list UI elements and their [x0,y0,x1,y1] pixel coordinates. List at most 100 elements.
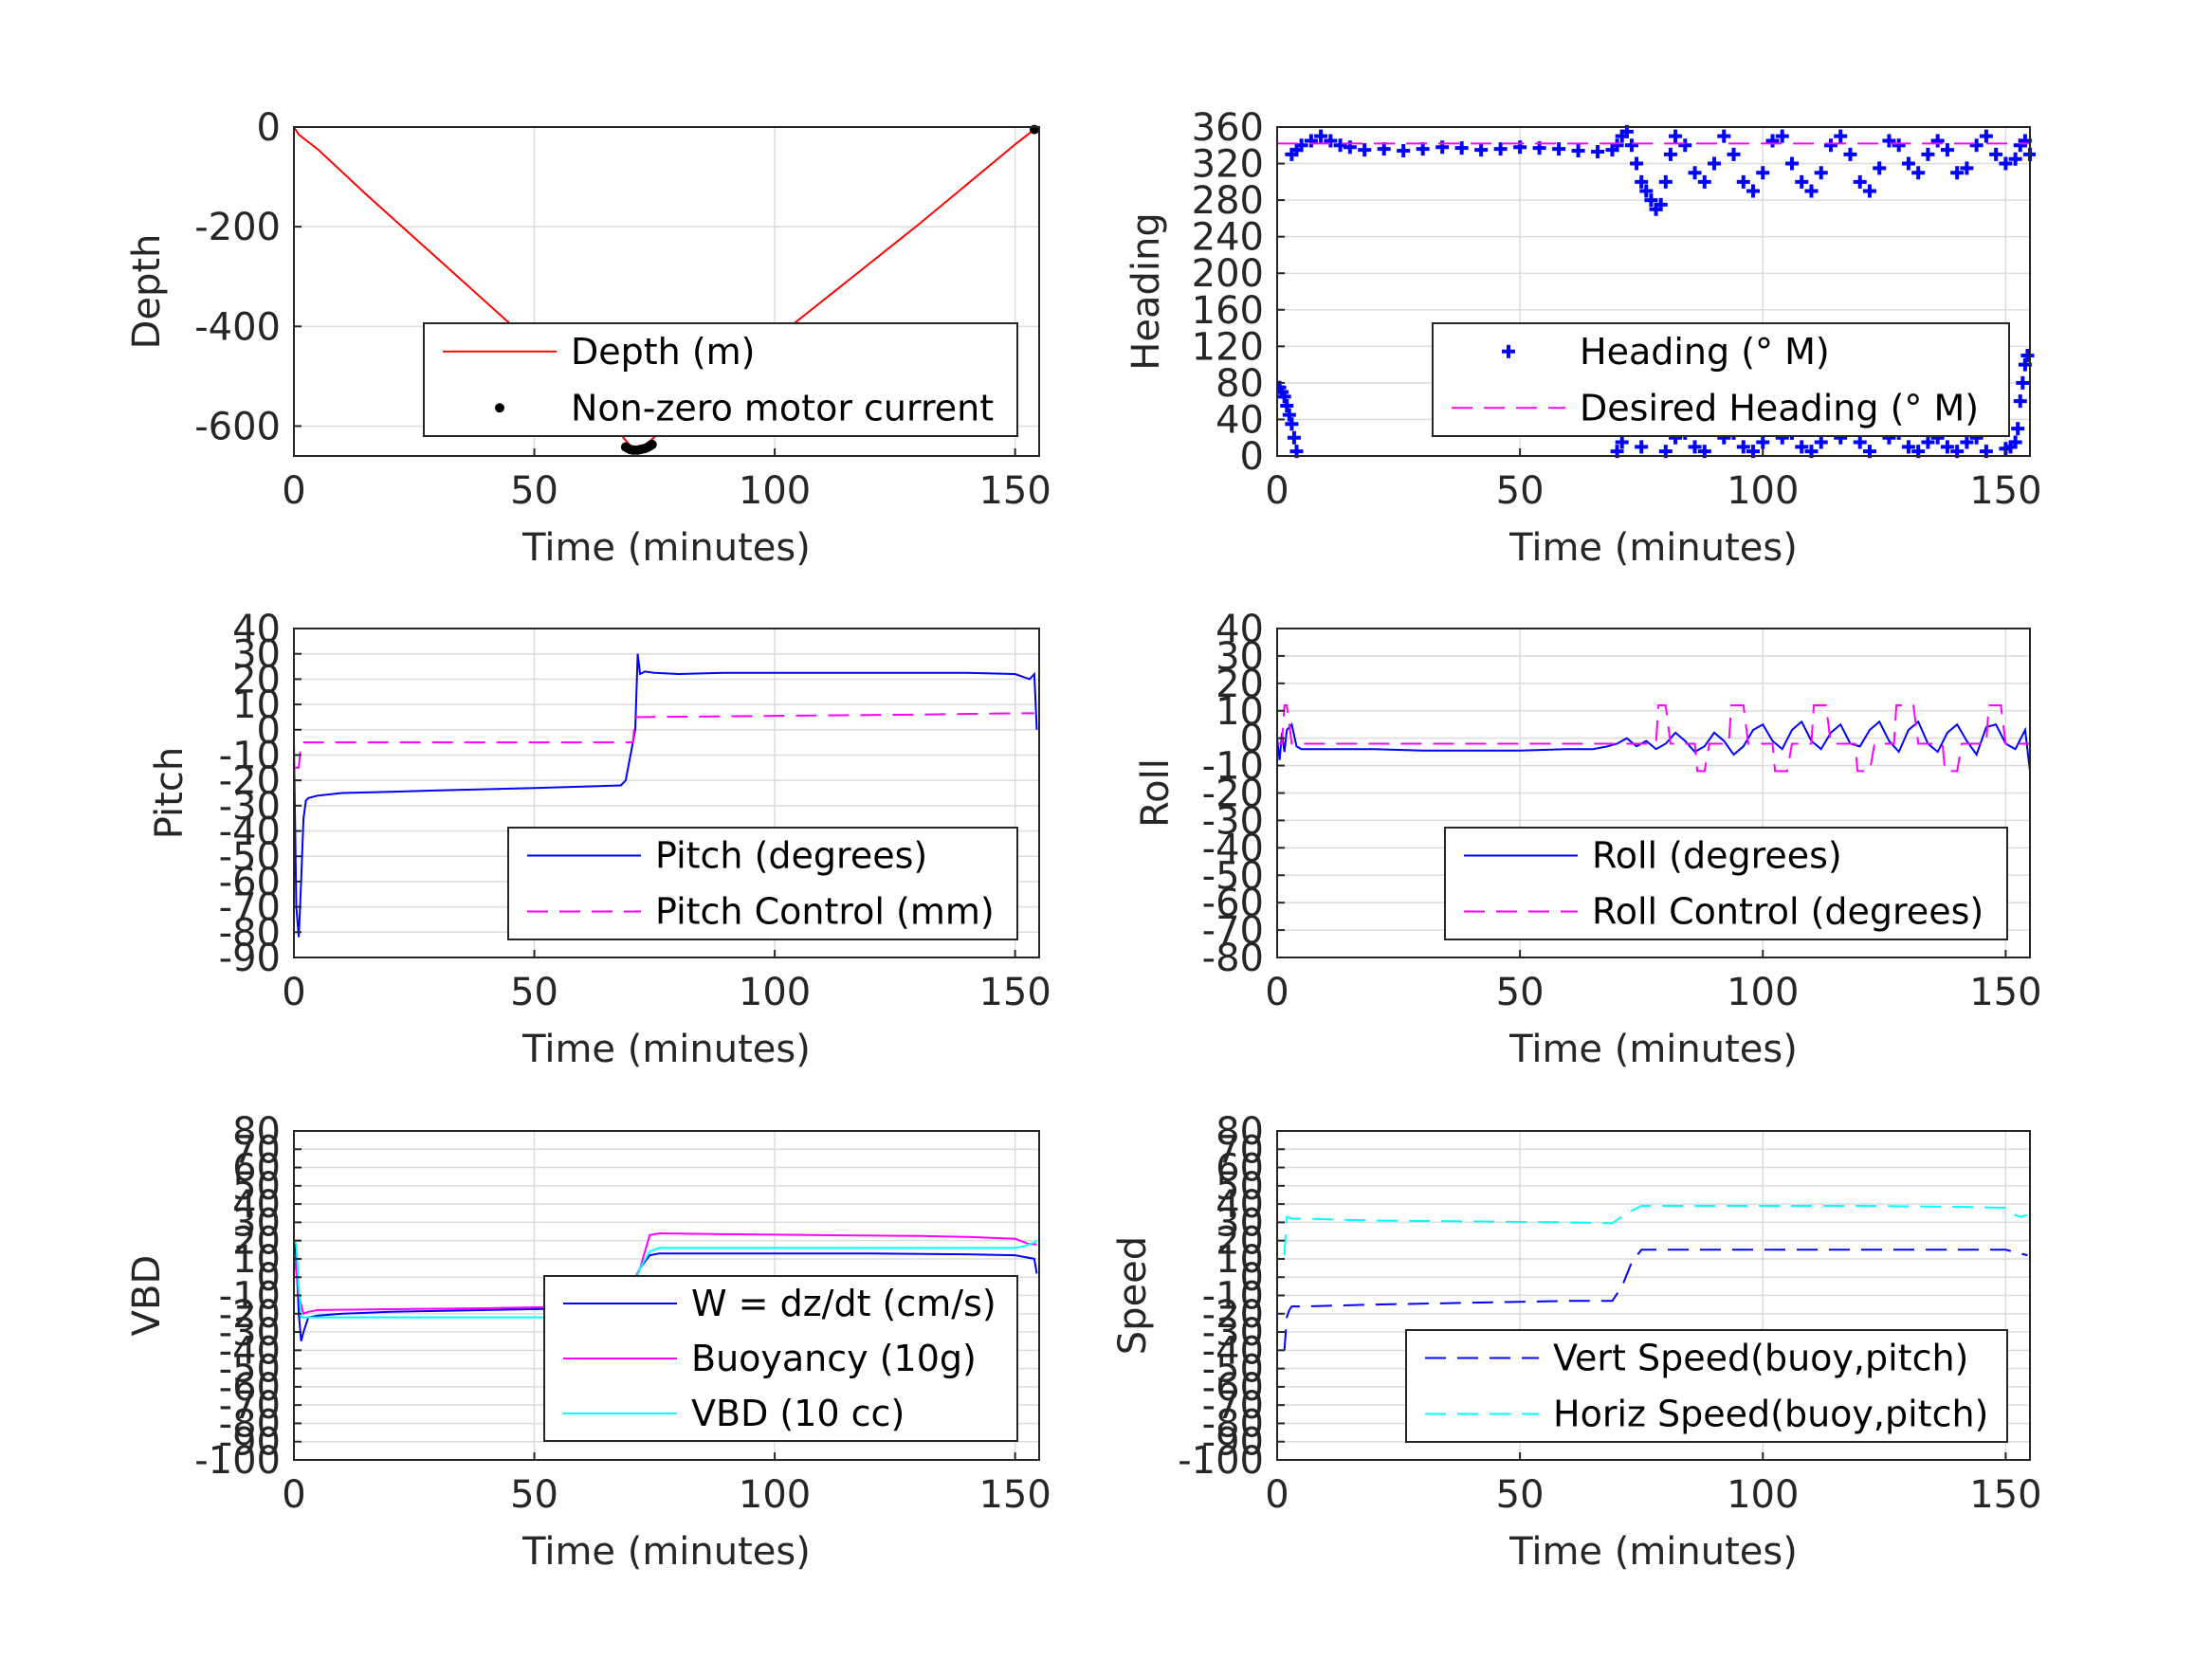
speed-ytick-label: 30 [1216,1201,1264,1245]
speed-ytick-label: 70 [1216,1128,1264,1172]
roll-ytick-label: 40 [1216,608,1264,651]
heading-point [1784,156,1799,171]
vbd-xtick-label: 100 [739,1473,811,1517]
speed-xtick-label: 150 [1969,1473,2041,1517]
speed-xlabel: Time (minutes) [1508,1530,1798,1574]
heading-point [1892,138,1906,153]
heading-point [1708,156,1722,171]
roll-xlabel: Time (minutes) [1508,1028,1798,1071]
heading-point [1901,156,1915,171]
vbd-ytick-label: 70 [232,1128,281,1172]
pitch-legend-label: Pitch (degrees) [655,835,927,877]
heading-point [2011,422,2025,436]
heading-point [1999,156,2013,171]
heading-ytick-label: 0 [1240,435,1264,479]
roll-ytick-label: -60 [1202,882,1264,925]
heading-point [1901,440,1915,454]
heading-point [1454,141,1469,155]
heading-point [1960,161,1974,175]
heading-point [1989,147,2003,161]
speed-legend-label: Vert Speed(buoy,pitch) [1553,1338,1968,1379]
heading-point [1940,440,1954,454]
pitch-xtick-label: 100 [739,971,811,1014]
depth-legend-marker [495,403,504,413]
heading-point [1795,440,1809,454]
heading-point [1756,166,1770,180]
heading-point [2020,348,2035,362]
heading-legend-marker [1502,344,1515,358]
pitch-ytick-label: -60 [219,861,281,904]
heading-axes-frame [1276,126,2031,457]
heading-point [1873,161,1887,175]
heading-legend: Heading (° M) Desired Heading (° M) [1432,322,2010,437]
vbd-ytick-label: 50 [232,1165,281,1209]
vbd-xtick-label: 0 [282,1473,305,1517]
pitch-ytick-label: -10 [219,734,281,777]
pitch-ytick-label: -40 [219,811,281,854]
depth-legend-label: Non-zero motor current [571,387,994,428]
roll-ytick-label: -20 [1202,773,1264,816]
pitch-ylabel: Pitch [148,747,192,839]
pitch-axes-frame [293,628,1040,958]
pitch-ytick-label: 30 [232,633,281,677]
pitch-ytick-label: -80 [219,911,281,955]
heading-point [1969,138,1983,153]
vbd-ytick-label: -70 [219,1384,281,1428]
vbd-ytick-label: 80 [232,1110,281,1154]
pitch-series-line-0 [294,653,1038,938]
panel-speed: 0 50 100 15080706050403020100-10-20-30-40-5… [1111,1110,2042,1574]
speed-ytick-label: -50 [1202,1348,1264,1392]
roll-ytick-label: 30 [1216,635,1264,679]
heading-ylabel: Heading [1124,212,1168,370]
heading-point [1314,129,1328,143]
heading-point [1960,435,1974,449]
heading-point [1358,143,1372,157]
heading-ytick-label: 40 [1216,398,1264,442]
roll-ytick-label: -50 [1202,854,1264,898]
vbd-ytick-label: 0 [257,1256,281,1300]
heading-point [1795,174,1809,189]
heading-point [1416,142,1430,156]
speed-ytick-label: -40 [1202,1329,1264,1373]
vbd-ytick-label: -40 [219,1329,281,1373]
heading-point [1285,417,1299,431]
vbd-ytick-label: 40 [232,1183,281,1227]
heading-point [1624,138,1638,153]
heading-point [1282,408,1296,422]
speed-series-line-1 [1283,1205,2028,1256]
vbd-legend-label: Buoyancy (10g) [691,1338,977,1379]
speed-xtick-label: 0 [1265,1473,1289,1517]
vbd-xtick-label: 150 [978,1473,1051,1517]
roll-ytick-label: -80 [1202,937,1264,980]
pitch-xtick-label: 150 [978,971,1051,1014]
speed-ytick-label: -30 [1202,1311,1264,1355]
heading-point [1775,129,1789,143]
pitch-series-group [294,653,1038,938]
heading-point [1688,166,1702,180]
heading-series-group [1277,124,2036,459]
speed-ylabel: Speed [1111,1236,1155,1355]
heading-ytick-label: 160 [1192,289,1264,333]
heading-point [1882,134,1896,148]
pitch-ytick-label: 0 [257,709,281,753]
speed-ytick-label: 10 [1216,1238,1264,1282]
heading-legend-label: Desired Heading (° M) [1580,387,1979,428]
heading-point [1654,197,1668,211]
heading-point [1746,184,1761,198]
panel-depth: 0 50 100 150 0 -200 -400 -600 Time (minutes) Dept… [125,106,1051,570]
heading-point [2013,394,2027,409]
heading-point [1853,435,1867,449]
pitch-ytick-label: 40 [232,608,281,651]
heading-point [2008,152,2022,166]
speed-ytick-label: -100 [1178,1439,1264,1483]
speed-ytick-label: 40 [1216,1183,1264,1227]
heading-legend-box [1432,322,2010,437]
vbd-xtick-label: 50 [510,1473,558,1517]
pitch-ytick-label: -50 [219,835,281,879]
heading-ytick-label: 240 [1192,216,1264,260]
heading-point [1921,147,1935,161]
vbd-ytick-label: -80 [219,1402,281,1446]
roll-legend-box [1444,827,2008,940]
heading-point [1756,435,1770,449]
